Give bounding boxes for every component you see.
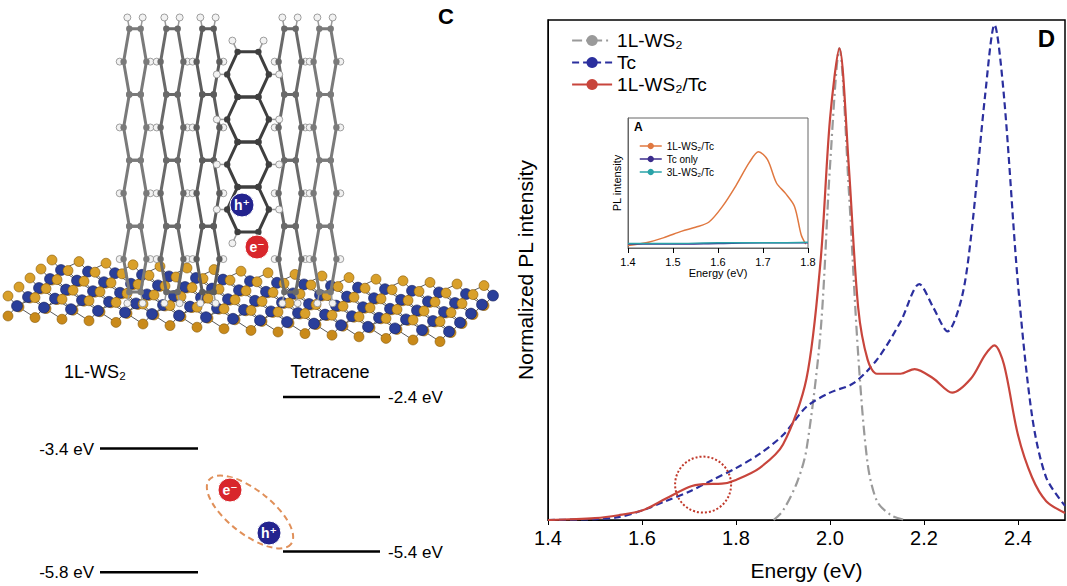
svg-text:1.4: 1.4 bbox=[620, 256, 635, 268]
svg-text:1.6: 1.6 bbox=[710, 256, 725, 268]
svg-text:1.4: 1.4 bbox=[534, 527, 562, 549]
svg-text:1.8: 1.8 bbox=[722, 527, 750, 549]
svg-text:-5.8 eV: -5.8 eV bbox=[39, 563, 94, 582]
svg-text:D: D bbox=[1038, 25, 1055, 52]
svg-text:1L-WS₂/Tc: 1L-WS₂/Tc bbox=[667, 141, 714, 152]
svg-text:C: C bbox=[438, 4, 454, 29]
svg-text:Tc: Tc bbox=[617, 52, 636, 73]
svg-text:1L-WS₂/Tc: 1L-WS₂/Tc bbox=[617, 74, 707, 95]
svg-text:2.4: 2.4 bbox=[1004, 527, 1032, 549]
svg-text:A: A bbox=[634, 120, 643, 134]
svg-text:-5.4 eV: -5.4 eV bbox=[388, 543, 443, 562]
svg-text:3L-WS₂/Tc: 3L-WS₂/Tc bbox=[667, 167, 714, 178]
svg-text:1.8: 1.8 bbox=[800, 256, 815, 268]
svg-text:h⁺: h⁺ bbox=[234, 197, 250, 213]
svg-text:Energy (eV): Energy (eV) bbox=[750, 559, 862, 582]
svg-text:-3.4 eV: -3.4 eV bbox=[39, 440, 94, 459]
svg-text:1L-WS₂: 1L-WS₂ bbox=[64, 362, 126, 382]
svg-text:2.2: 2.2 bbox=[910, 527, 938, 549]
svg-text:-2.4 eV: -2.4 eV bbox=[388, 388, 443, 407]
svg-text:h⁺: h⁺ bbox=[261, 525, 277, 541]
svg-text:Tc only: Tc only bbox=[667, 154, 698, 165]
svg-text:PL intensity: PL intensity bbox=[611, 154, 623, 211]
svg-text:e⁻: e⁻ bbox=[249, 239, 264, 255]
svg-text:1.6: 1.6 bbox=[628, 527, 656, 549]
svg-text:2.0: 2.0 bbox=[816, 527, 844, 549]
svg-text:Energy (eV): Energy (eV) bbox=[689, 267, 748, 279]
svg-text:e⁻: e⁻ bbox=[222, 482, 237, 498]
svg-text:1.5: 1.5 bbox=[665, 256, 680, 268]
svg-text:Tetracene: Tetracene bbox=[290, 362, 369, 382]
svg-text:1.7: 1.7 bbox=[755, 256, 770, 268]
svg-text:Normalized PL intensity: Normalized PL intensity bbox=[514, 160, 537, 380]
svg-text:1L-WS₂: 1L-WS₂ bbox=[617, 30, 682, 51]
